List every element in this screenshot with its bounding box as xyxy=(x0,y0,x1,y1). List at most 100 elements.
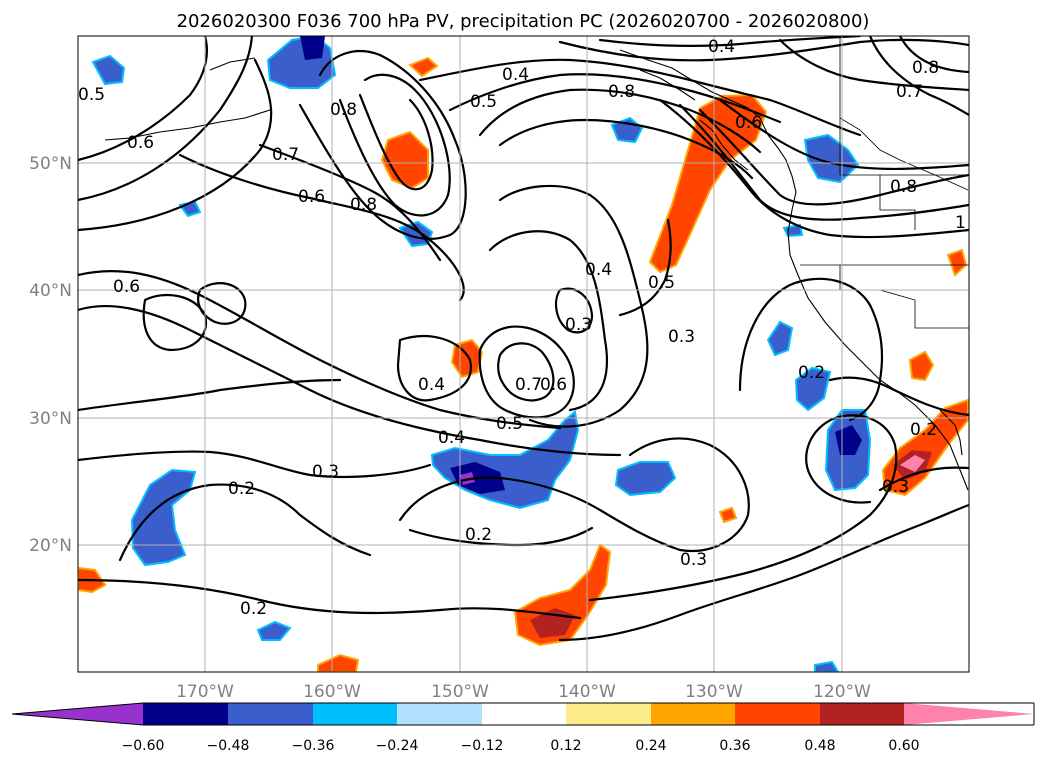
precip-positive-region xyxy=(718,506,738,524)
pv-contour xyxy=(718,98,969,171)
pv-contour xyxy=(698,108,969,206)
lat-tick-labels: 20°N 30°N 40°N 50°N xyxy=(29,154,72,556)
contour-label: 0.6 xyxy=(735,113,762,133)
contour-label: 0.7 xyxy=(896,82,923,102)
colorbar: −0.60 −0.48 −0.36 −0.24 −0.12 0.12 0.24 … xyxy=(11,702,1035,754)
colorbar-tick-label: 0.24 xyxy=(635,738,666,754)
pv-contour xyxy=(778,38,969,92)
pv-contour xyxy=(78,36,254,202)
pv-contour xyxy=(558,503,969,642)
contour-label: 0.3 xyxy=(882,477,909,497)
precip-positive-region xyxy=(317,653,360,672)
precip-negative-region xyxy=(256,620,292,641)
pv-contour xyxy=(258,143,442,262)
pv-contour xyxy=(488,230,609,412)
contour-label: 0.5 xyxy=(496,414,523,434)
colorbar-tick-label: 0.36 xyxy=(719,738,750,754)
contour-label: 0.5 xyxy=(470,92,497,112)
pv-contour xyxy=(178,153,465,302)
lon-tick-labels: 170°W 160°W 150°W 140°W 130°W 120°W xyxy=(176,682,871,702)
pv-contour xyxy=(118,483,372,562)
pv-contour xyxy=(478,88,762,154)
pv-contour xyxy=(78,58,273,232)
lon-tick-label: 170°W xyxy=(176,682,234,702)
colorbar-extend-min xyxy=(12,703,143,725)
colorbar-segment xyxy=(482,703,566,725)
precip-positive-region xyxy=(408,56,439,78)
precip-negative-region xyxy=(614,461,677,497)
lon-tick-label: 150°W xyxy=(431,682,489,702)
colorbar-extend-max xyxy=(904,703,1034,725)
pv-contour xyxy=(618,218,672,317)
lon-tick-label: 130°W xyxy=(685,682,743,702)
colorbar-segment xyxy=(228,703,313,725)
colorbar-ticks: −0.60 −0.48 −0.36 −0.24 −0.12 0.12 0.24 … xyxy=(122,738,920,754)
contour-label: 0.6 xyxy=(113,277,140,297)
pv-contour xyxy=(418,58,862,137)
lat-tick-label: 50°N xyxy=(29,154,72,174)
colorbar-segment xyxy=(143,703,228,725)
pv-contour xyxy=(358,93,434,191)
pv-contour xyxy=(142,293,208,352)
contour-label: 0.4 xyxy=(585,260,612,280)
contour-label: 1 xyxy=(955,213,966,233)
pv-contour xyxy=(598,36,862,47)
pv-contour xyxy=(78,304,622,457)
contour-label: 0.2 xyxy=(228,479,255,499)
gridlines xyxy=(78,36,969,672)
precip-positive-region xyxy=(908,350,935,382)
contour-label: 0.4 xyxy=(438,428,465,448)
contour-label: 0.3 xyxy=(680,550,707,570)
lat-tick-label: 30°N xyxy=(29,409,72,429)
pv-contour xyxy=(197,282,247,325)
contour-label: 0.2 xyxy=(240,599,267,619)
colorbar-segment xyxy=(313,703,397,725)
lon-tick-label: 160°W xyxy=(303,682,361,702)
colorbar-segment xyxy=(735,703,820,725)
pv-contour xyxy=(497,342,555,402)
pv-contour xyxy=(658,98,969,239)
contour-label: 0.7 xyxy=(515,375,542,395)
contour-label: 0.2 xyxy=(910,420,937,440)
pv-contour xyxy=(678,103,969,221)
colorbar-segment xyxy=(820,703,904,725)
contour-label: 0.8 xyxy=(350,195,377,215)
pv-contour xyxy=(898,36,969,74)
pv-contour xyxy=(828,376,969,417)
pv-contour xyxy=(298,50,467,240)
colorbar-tick-label: −0.36 xyxy=(292,738,335,754)
contour-label: 0.6 xyxy=(540,375,567,395)
contour-label: 0.5 xyxy=(648,273,675,293)
pv-contour xyxy=(878,466,969,492)
colorbar-tick-label: −0.12 xyxy=(461,738,504,754)
pv-contour xyxy=(78,36,208,162)
contour-label: 0.4 xyxy=(502,65,529,85)
pv-contour xyxy=(448,73,782,124)
precip-negative-region xyxy=(91,54,126,86)
contour-label: 0.8 xyxy=(330,100,357,120)
precip-negative-region xyxy=(794,366,832,412)
contour-label: 0.2 xyxy=(465,525,492,545)
pv-contour xyxy=(78,378,342,412)
colorbar-tick-label: −0.60 xyxy=(122,738,165,754)
lon-tick-label: 140°W xyxy=(558,682,616,702)
contour-label: 0.3 xyxy=(565,315,592,335)
precip-positive-region xyxy=(900,455,925,472)
pv-contour xyxy=(398,437,750,553)
contour-label: 0.2 xyxy=(798,363,825,383)
contour-label: 0.8 xyxy=(608,82,635,102)
pv-contour xyxy=(558,38,969,62)
pv-contour xyxy=(738,277,884,422)
pv-contour xyxy=(78,450,432,479)
contour-label: 0.6 xyxy=(298,187,325,207)
precip-positive-region xyxy=(648,93,768,274)
lon-tick-label: 120°W xyxy=(813,682,871,702)
contour-label: 0.8 xyxy=(890,177,917,197)
lat-tick-label: 40°N xyxy=(29,281,72,301)
contour-label: 0.8 xyxy=(912,58,939,78)
pv-contour xyxy=(396,335,473,402)
figure-title: 2026020300 F036 700 hPa PV, precipitatio… xyxy=(177,11,870,32)
contour-label: 0.6 xyxy=(127,133,154,153)
map-panel: 0.4 0.4 0.5 0.5 0.8 0.8 0.7 0.6 0.7 0.6 … xyxy=(77,35,970,673)
